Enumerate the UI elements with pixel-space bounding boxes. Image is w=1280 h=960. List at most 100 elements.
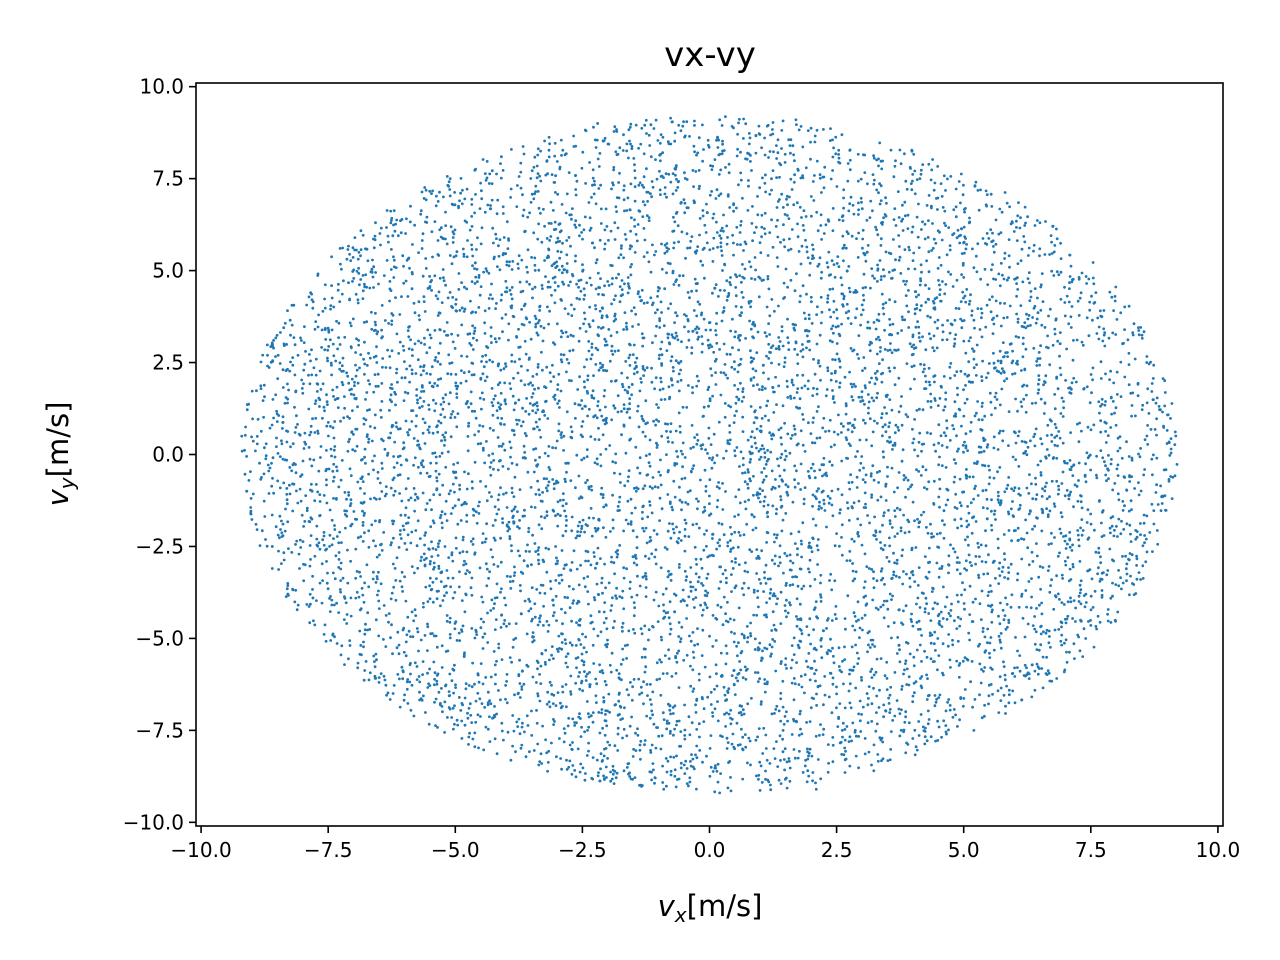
- data-point: [436, 726, 439, 729]
- data-point: [863, 580, 867, 583]
- data-point: [545, 702, 549, 706]
- data-point: [715, 231, 719, 234]
- data-point: [714, 371, 717, 374]
- data-point: [1023, 635, 1027, 639]
- data-point: [551, 446, 554, 450]
- data-point: [533, 192, 536, 196]
- data-point: [490, 182, 494, 186]
- data-point: [854, 754, 858, 758]
- data-point: [422, 365, 425, 369]
- data-point: [728, 353, 732, 356]
- data-point: [677, 372, 681, 376]
- data-point: [645, 714, 649, 718]
- data-point: [546, 484, 550, 487]
- data-point: [649, 296, 653, 300]
- data-point: [917, 566, 921, 569]
- data-point: [962, 388, 965, 392]
- data-point: [892, 621, 896, 625]
- data-point: [1005, 201, 1009, 205]
- data-point: [695, 153, 698, 157]
- data-point: [461, 538, 465, 542]
- data-point: [799, 539, 803, 543]
- data-point: [407, 347, 411, 351]
- data-point: [982, 449, 986, 453]
- data-point: [325, 483, 328, 487]
- data-point: [726, 439, 730, 442]
- data-point: [798, 749, 801, 753]
- data-point: [1016, 214, 1020, 218]
- data-point: [752, 474, 755, 478]
- data-point: [431, 547, 435, 550]
- data-point: [626, 276, 630, 279]
- data-point: [923, 742, 927, 746]
- data-point: [616, 410, 620, 414]
- data-point: [719, 237, 723, 240]
- data-point: [467, 370, 471, 374]
- data-point: [796, 235, 800, 239]
- data-point: [689, 585, 693, 589]
- data-point: [1119, 360, 1123, 364]
- data-point: [336, 288, 340, 292]
- data-point: [706, 338, 710, 342]
- data-point: [526, 564, 529, 568]
- data-point: [421, 417, 425, 421]
- data-point: [430, 508, 433, 512]
- data-point: [462, 563, 465, 567]
- data-point: [593, 246, 596, 250]
- data-point: [562, 740, 566, 744]
- data-point: [313, 499, 317, 503]
- data-point: [551, 363, 554, 367]
- data-point: [565, 192, 569, 196]
- data-point: [758, 458, 761, 461]
- data-point: [1078, 583, 1082, 587]
- data-point: [488, 715, 491, 719]
- data-point: [956, 725, 959, 728]
- data-point: [1018, 654, 1022, 657]
- data-point: [819, 777, 823, 781]
- data-point: [469, 390, 473, 394]
- data-point: [428, 474, 432, 478]
- data-point: [665, 784, 668, 788]
- data-point: [799, 429, 803, 433]
- data-point: [330, 296, 334, 300]
- data-point: [877, 362, 881, 365]
- data-point: [882, 455, 885, 459]
- data-point: [711, 770, 715, 773]
- data-point: [282, 326, 286, 330]
- data-point: [1134, 537, 1138, 541]
- data-point: [887, 425, 891, 429]
- data-point: [788, 583, 792, 587]
- data-point: [1109, 531, 1112, 535]
- data-point: [451, 296, 455, 299]
- data-point: [911, 259, 915, 262]
- data-point: [375, 345, 378, 349]
- data-point: [538, 174, 541, 178]
- data-point: [863, 366, 867, 370]
- data-point: [545, 160, 549, 163]
- data-point: [883, 406, 886, 409]
- data-point: [527, 530, 530, 534]
- data-point: [785, 598, 788, 602]
- data-point: [954, 306, 958, 310]
- data-point: [1020, 537, 1023, 541]
- data-point: [980, 716, 984, 720]
- data-point: [1077, 594, 1081, 598]
- data-point: [872, 399, 876, 403]
- data-point: [560, 264, 564, 268]
- data-point: [485, 160, 489, 163]
- data-point: [777, 428, 781, 432]
- data-point: [313, 327, 317, 331]
- data-point: [876, 753, 880, 756]
- data-point: [927, 194, 931, 197]
- data-point: [1052, 502, 1056, 506]
- data-point: [1000, 387, 1004, 391]
- data-point: [694, 703, 697, 707]
- data-point: [448, 633, 452, 636]
- data-point: [646, 515, 650, 519]
- data-point: [785, 554, 789, 558]
- data-point: [815, 159, 819, 163]
- data-point: [1025, 384, 1029, 388]
- data-point: [713, 790, 717, 794]
- data-point: [680, 230, 684, 234]
- data-point: [658, 326, 662, 329]
